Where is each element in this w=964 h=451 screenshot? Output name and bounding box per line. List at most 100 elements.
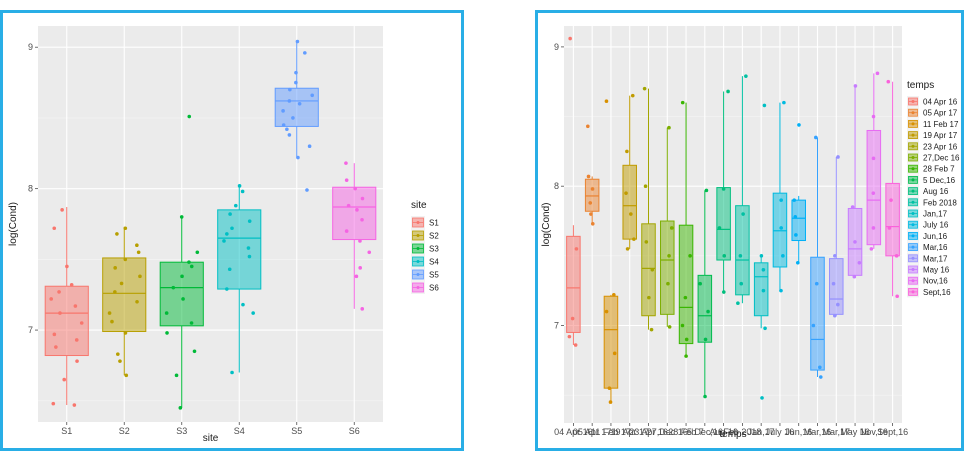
box xyxy=(332,186,377,241)
x-tick-label: 05 Apr 17 xyxy=(573,427,612,437)
x-tick-label: 5 Dec,16 xyxy=(687,427,723,437)
data-point xyxy=(588,201,593,205)
data-point xyxy=(814,135,818,140)
data-point xyxy=(792,198,797,202)
data-point xyxy=(123,226,128,231)
data-point xyxy=(189,321,194,325)
x-tick-label: S3 xyxy=(176,426,187,436)
data-point xyxy=(741,212,745,216)
legend-swatch-point xyxy=(911,100,915,103)
data-point xyxy=(51,401,56,406)
data-point xyxy=(60,208,64,212)
data-point xyxy=(79,321,84,325)
legend-swatch-point xyxy=(416,247,420,250)
data-point xyxy=(57,290,61,294)
legend-item: 05 Apr 17 xyxy=(907,107,958,119)
legend-label: May 16 xyxy=(923,266,950,275)
x-tick-label: S1 xyxy=(61,426,72,436)
data-point xyxy=(871,114,876,119)
data-point xyxy=(74,338,79,342)
data-point xyxy=(136,250,141,255)
data-point xyxy=(684,354,688,358)
x-tick-label: May 16 xyxy=(840,427,870,437)
legend-title: site xyxy=(411,200,427,211)
legend-label: S6 xyxy=(429,284,439,293)
box xyxy=(772,192,788,268)
data-point xyxy=(222,239,226,243)
legend-item: S3 xyxy=(411,242,439,255)
x-axis-title: site xyxy=(203,433,219,444)
legend-label: S4 xyxy=(429,258,439,267)
legend-item: S1 xyxy=(411,216,439,229)
box xyxy=(641,223,656,317)
data-point xyxy=(781,254,785,258)
y-axis-title: log(Cond) xyxy=(8,202,19,246)
data-point xyxy=(228,212,232,216)
data-point xyxy=(75,359,79,363)
box xyxy=(753,262,769,317)
data-point xyxy=(604,99,609,104)
data-point xyxy=(360,217,364,222)
data-point xyxy=(612,293,616,297)
data-point xyxy=(344,229,349,233)
data-point xyxy=(297,101,302,106)
data-point xyxy=(726,89,730,94)
data-point xyxy=(115,232,119,236)
legend-label: S2 xyxy=(429,232,439,241)
data-point xyxy=(704,188,709,193)
legend-label: Nov,16 xyxy=(923,277,948,286)
data-point xyxy=(590,222,595,226)
data-point xyxy=(814,281,819,286)
legend-item: 04 Apr 16 xyxy=(907,96,958,107)
data-point xyxy=(179,215,184,219)
data-point xyxy=(586,174,591,179)
legend-item: S5 xyxy=(411,268,439,281)
data-point xyxy=(247,254,252,259)
data-point xyxy=(73,304,78,308)
data-point xyxy=(875,71,880,76)
legend-swatch-point xyxy=(911,122,915,126)
data-point xyxy=(703,337,708,342)
data-point xyxy=(281,109,285,113)
data-point xyxy=(850,205,855,209)
y-tick-label: 7 xyxy=(28,325,33,335)
box xyxy=(159,261,204,327)
data-point xyxy=(608,400,613,404)
box xyxy=(622,164,637,240)
data-point xyxy=(247,219,252,223)
data-point xyxy=(227,267,232,272)
data-point xyxy=(762,103,767,108)
data-point xyxy=(72,403,77,407)
y-tick-label: 8 xyxy=(28,184,33,194)
data-point xyxy=(644,240,649,244)
data-point xyxy=(684,337,689,342)
legend-swatch-point xyxy=(911,234,915,238)
legend-swatch-point xyxy=(911,144,915,148)
box xyxy=(584,178,600,212)
box xyxy=(716,187,731,261)
legend-label: Mar,16 xyxy=(923,243,948,252)
data-point xyxy=(288,87,292,92)
legend-item: July 16 xyxy=(907,219,949,231)
x-tick-label: S5 xyxy=(291,426,302,436)
legend-label: 23 Apr 16 xyxy=(923,142,958,151)
data-point xyxy=(836,155,840,159)
y-tick-label: 7 xyxy=(554,320,559,330)
box xyxy=(102,257,147,332)
data-point xyxy=(568,36,572,41)
data-point xyxy=(135,299,139,304)
data-point xyxy=(230,370,234,375)
legend-swatch-point xyxy=(911,223,915,227)
data-point xyxy=(649,327,654,332)
data-point xyxy=(779,198,783,202)
data-point xyxy=(295,39,300,44)
data-point xyxy=(795,261,800,265)
box xyxy=(791,199,806,242)
data-point xyxy=(358,266,362,270)
legend-label: July 16 xyxy=(923,221,949,230)
x-tick-label: 27,Dec 16 xyxy=(647,427,688,437)
data-point xyxy=(296,155,300,160)
data-point xyxy=(895,294,899,299)
data-point xyxy=(181,297,185,301)
